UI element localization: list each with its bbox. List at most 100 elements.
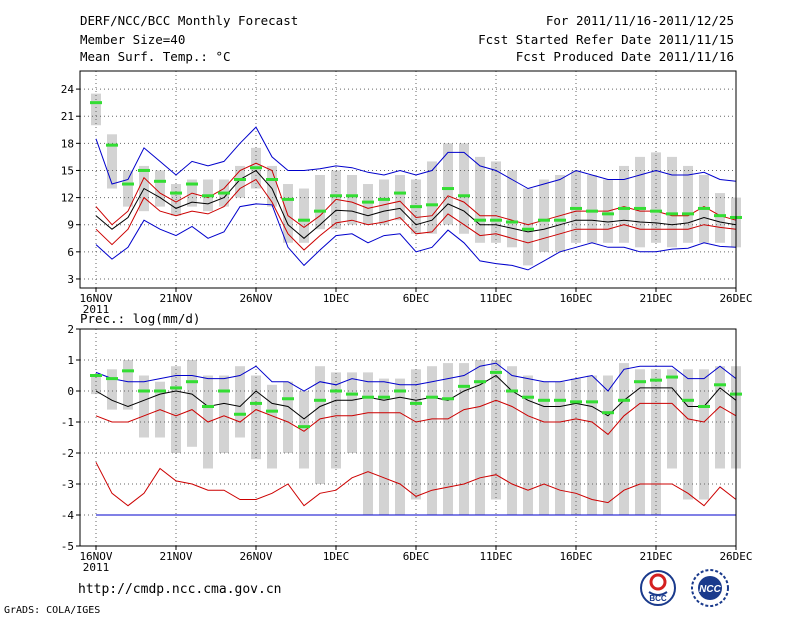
logos: BCC NCC [640, 569, 729, 607]
prec-median-mark [170, 386, 182, 390]
prec-box [395, 378, 405, 515]
prec-median-mark [538, 398, 550, 402]
temp-line-upper [95, 126, 737, 190]
temp-ytick-label: 21 [61, 110, 74, 123]
temp-box [571, 170, 581, 243]
temp-xtick-label: 26NOV [239, 292, 272, 305]
temp-box [315, 174, 325, 230]
temp-median-mark [682, 212, 694, 216]
prec-median-mark [634, 380, 646, 384]
prec-median-mark [586, 400, 598, 404]
prec-box [475, 360, 485, 515]
temp-median-mark [410, 205, 422, 209]
prec-box [587, 375, 597, 515]
prec-box [123, 360, 133, 410]
temp-median-mark [330, 194, 342, 198]
temp-box [459, 143, 469, 234]
temp-xtick-label: 6DEC [403, 292, 430, 305]
grads-credit: GrADS: COLA/IGES [4, 605, 101, 616]
temp-median-mark [618, 206, 630, 210]
temp-median-mark [714, 214, 726, 218]
temp-median-mark [634, 206, 646, 210]
prec-box [459, 363, 469, 515]
prec-ytick-label: 2 [67, 323, 74, 336]
prec-xtick-label: 11DEC [479, 550, 512, 563]
temp-median-mark [538, 218, 550, 222]
temp-median-mark [570, 206, 582, 210]
temp-box [667, 156, 677, 248]
temp-xtick-label: 21DEC [639, 292, 672, 305]
temp-box [155, 170, 165, 207]
temp-median-mark [474, 218, 486, 222]
temp-box [491, 161, 501, 243]
prec-box [283, 381, 293, 453]
temp-median-mark [650, 209, 662, 213]
prec-ytick-label: -3 [61, 478, 74, 491]
prec-xtick-year: 2011 [83, 561, 110, 574]
prec-median-mark [106, 377, 118, 381]
source-url[interactable]: http://cmdp.ncc.cma.gov.cn [78, 582, 282, 597]
temp-median-mark [202, 194, 214, 198]
prec-frame [79, 328, 737, 547]
temp-ytick-label: 6 [67, 246, 74, 259]
prec-box [635, 369, 645, 515]
prec-median-mark [90, 374, 102, 377]
prec-median-mark [346, 392, 358, 396]
prec-median-mark [490, 370, 502, 374]
prec-median-mark [282, 397, 294, 401]
temp-median-mark [250, 166, 262, 170]
temp-median-mark [346, 194, 358, 198]
prec-median-mark [474, 380, 486, 384]
temp-median-mark [698, 206, 710, 210]
ncc-logo-text: NCC [699, 584, 721, 595]
prec-box [683, 369, 693, 500]
prec-box [331, 372, 341, 469]
temp-median-mark [170, 191, 182, 195]
prec-box [443, 363, 453, 515]
temp-median-mark [138, 168, 150, 172]
temp-median-mark [362, 200, 374, 204]
temp-box [539, 179, 549, 252]
prec-xtick-label: 1DEC [323, 550, 350, 563]
prec-median-mark [602, 411, 614, 415]
prec-panel-title: Prec.: log(mm/d) [80, 311, 200, 326]
prec-box [427, 366, 437, 515]
prec-median-mark [362, 395, 374, 399]
prec-box [139, 375, 149, 438]
temp-median-mark [490, 218, 502, 222]
prec-median-mark [698, 405, 710, 408]
temp-xtick-label: 21NOV [159, 292, 192, 305]
prec-box [267, 384, 277, 469]
temp-median-mark [442, 187, 454, 191]
prec-box [315, 366, 325, 484]
temp-median-mark [458, 194, 470, 198]
temp-median-mark [314, 209, 326, 213]
temp-median-mark [266, 178, 278, 181]
temp-median-mark [218, 191, 230, 195]
prec-median-mark [554, 398, 566, 402]
forecast-period: For 2011/11/16-2011/12/25 [545, 13, 734, 28]
temp-median-mark [298, 218, 310, 222]
prec-xtick-label: 16NOV [79, 550, 112, 563]
prec-median-mark [154, 389, 166, 393]
temp-box [235, 165, 245, 198]
prec-median-mark [298, 425, 310, 429]
ncc-logo: NCC [691, 569, 729, 607]
temp-box [107, 134, 117, 189]
prec-median-mark [234, 412, 246, 416]
temp-box [283, 184, 293, 243]
produced-date: Fcst Produced Date 2011/11/16 [515, 49, 734, 64]
prec-box [651, 369, 661, 515]
temp-xtick-label: 1DEC [323, 292, 350, 305]
temp-box [91, 93, 101, 126]
temp-median-mark [106, 143, 118, 147]
temp-line-lower-spread [95, 178, 737, 251]
temp-frame [79, 70, 737, 289]
temp-median-mark [234, 178, 246, 181]
temp-median-mark [554, 218, 566, 222]
temp-box [475, 156, 485, 243]
temp-ytick-label: 12 [61, 192, 74, 205]
temp-median-mark [602, 212, 614, 216]
prec-box [539, 381, 549, 515]
temp-box [299, 188, 309, 243]
